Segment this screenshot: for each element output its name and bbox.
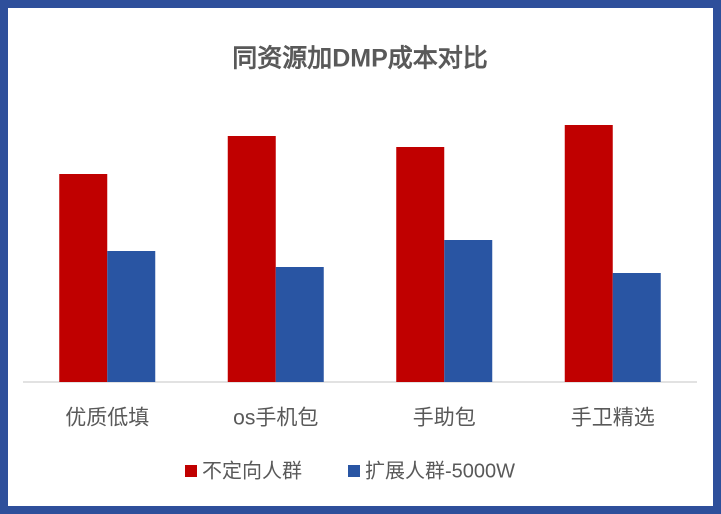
- legend-label: 不定向人群: [202, 459, 302, 482]
- bar: [275, 267, 324, 382]
- x-tick-label: 手卫精选: [571, 407, 655, 430]
- bar: [612, 273, 661, 382]
- bar: [396, 147, 445, 382]
- bar: [564, 125, 613, 382]
- legend-label: 扩展人群-5000W: [365, 459, 515, 482]
- bar: [227, 136, 276, 382]
- bar: [107, 251, 156, 382]
- bar: [444, 240, 493, 382]
- chart-title: 同资源加DMP成本对比: [232, 45, 488, 73]
- legend-swatch: [185, 465, 197, 477]
- x-tick-label: 手助包: [413, 407, 476, 430]
- x-tick-label: os手机包: [233, 407, 318, 430]
- bar: [59, 174, 108, 382]
- legend-swatch: [348, 465, 360, 477]
- x-tick-label: 优质低填: [65, 407, 149, 430]
